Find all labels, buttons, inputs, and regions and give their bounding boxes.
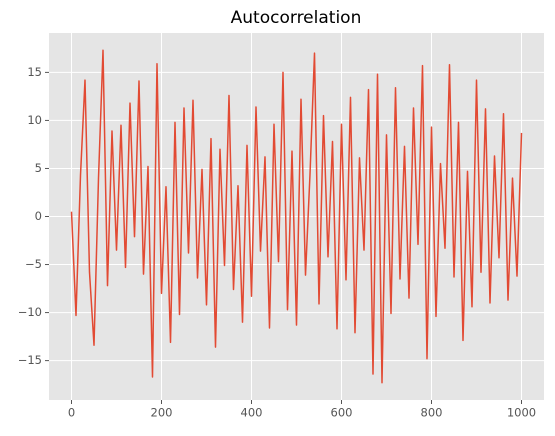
x-tick-label: 0 bbox=[68, 406, 75, 420]
x-tick-label: 600 bbox=[331, 406, 353, 420]
y-tick-label: −5 bbox=[25, 257, 42, 271]
chart-title: Autocorrelation bbox=[231, 8, 362, 28]
x-tick-label: 1000 bbox=[507, 406, 536, 420]
data-line bbox=[70, 49, 523, 384]
y-tick-label: 10 bbox=[27, 113, 42, 127]
y-tick-label: 0 bbox=[35, 209, 42, 223]
y-tick-label: 15 bbox=[27, 65, 42, 79]
x-tick-label: 800 bbox=[421, 406, 443, 420]
x-tick-label: 200 bbox=[151, 406, 173, 420]
y-tick-label: −15 bbox=[18, 353, 42, 367]
x-tick-label: 400 bbox=[241, 406, 263, 420]
y-tick-label: −10 bbox=[18, 305, 42, 319]
y-tick-label: 5 bbox=[35, 161, 42, 175]
